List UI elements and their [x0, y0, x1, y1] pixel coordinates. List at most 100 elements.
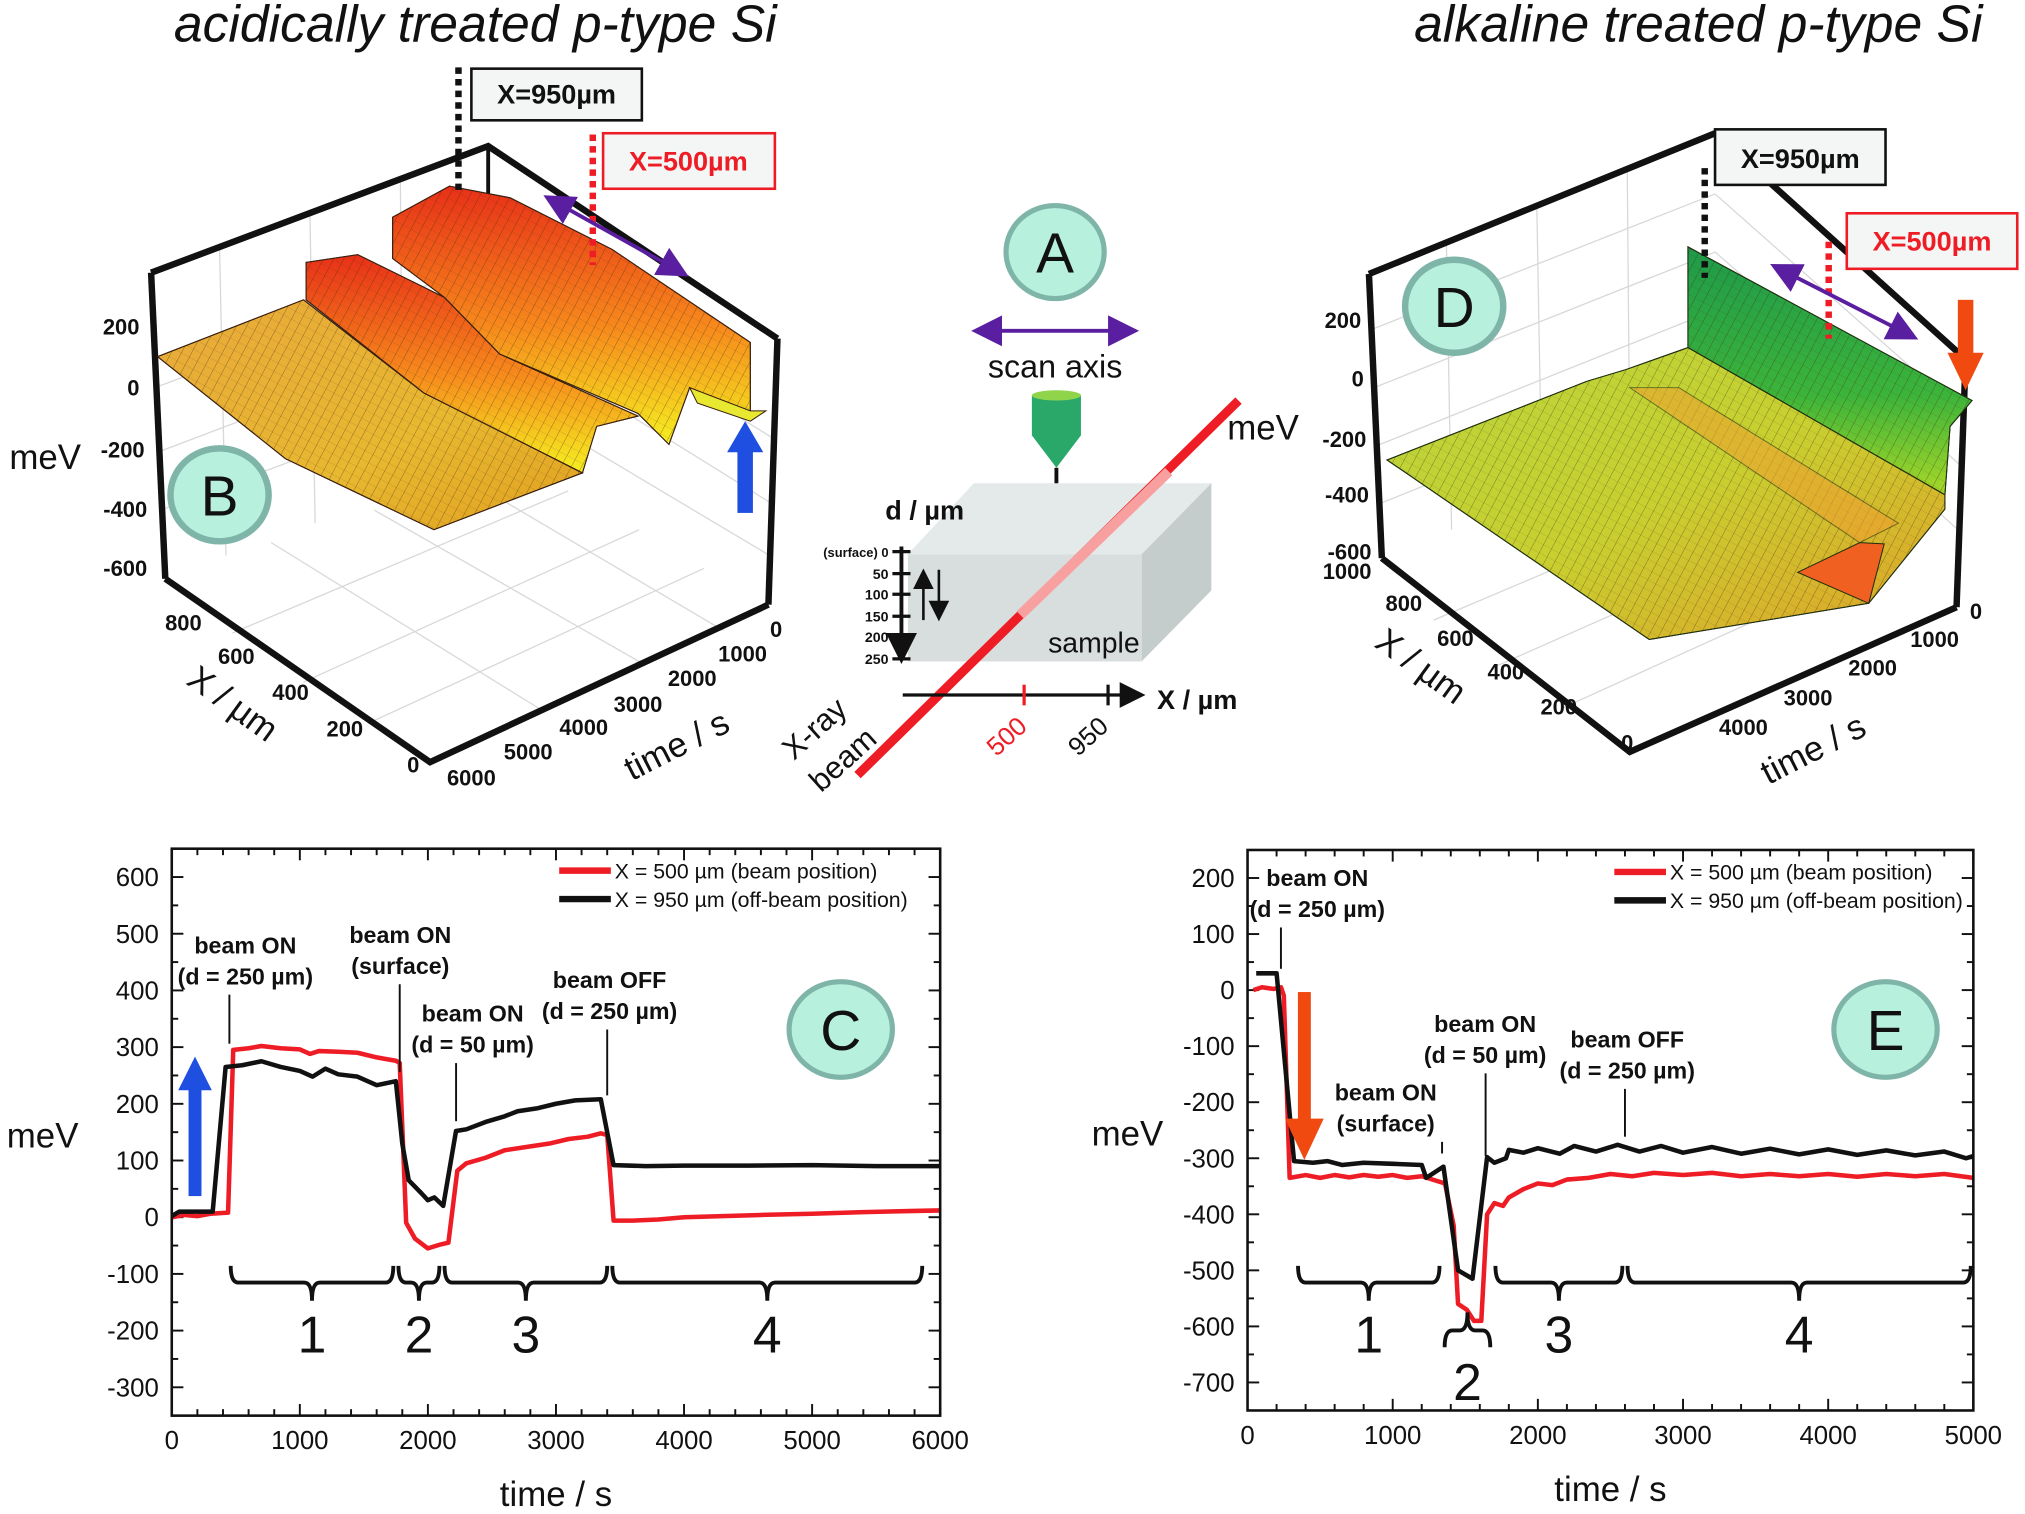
x-axis-label: X / µm	[1157, 684, 1237, 715]
phase-bracket	[442, 1265, 610, 1301]
y-tick-label: 200	[116, 1091, 159, 1119]
y-tick-label: -200	[1183, 1089, 1235, 1117]
orange-down-arrow-icon	[1947, 299, 1984, 391]
legend-entry: X = 500 µm (beam position)	[1670, 861, 1933, 885]
time-tick-label: 1000	[1910, 627, 1959, 652]
sample-label: sample	[1048, 627, 1140, 659]
phase-label: 1	[1354, 1305, 1383, 1363]
phase-bracket	[228, 1265, 396, 1301]
x-tick-label: 400	[1488, 660, 1525, 685]
off-beam-marker-box-d	[1713, 128, 1887, 187]
x-axis-label: time / s	[500, 1475, 612, 1514]
depth-tick-label: 100	[865, 587, 889, 603]
annotation-title: beam ON	[422, 1001, 524, 1027]
off-beam-marker-label: X=950µm	[497, 79, 616, 110]
y-tick-label: -200	[107, 1318, 159, 1346]
panel-b-surface	[156, 185, 768, 531]
off-beam-marker-label-d: X=950µm	[1741, 143, 1860, 174]
phase-label: 2	[1453, 1353, 1482, 1411]
x-tick-label: 3000	[1654, 1422, 1711, 1450]
series-line-off-beam	[1256, 971, 1974, 1282]
panel-b-x-label: X / µm	[180, 658, 285, 749]
depth-ticks: (surface) 0 50 100 150 200 250	[823, 545, 911, 668]
time-tick-label: 2000	[1848, 656, 1897, 681]
y-tick-label: -600	[1183, 1313, 1235, 1341]
annotation-detail: (d = 50 µm)	[411, 1032, 534, 1058]
svg-text:A: A	[1036, 223, 1074, 286]
depth-tick-label: 50	[873, 567, 889, 583]
x-tick-label: 1000	[1364, 1422, 1421, 1450]
z-tick-label: -200	[1322, 427, 1366, 452]
panel-d-box-floor	[1379, 555, 1958, 756]
blue-up-arrow-icon	[178, 1056, 212, 1197]
annotation-detail: (d = 50 µm)	[1424, 1042, 1547, 1068]
panel-b-z-label: meV	[9, 438, 81, 477]
time-tick-label: 5000	[504, 740, 553, 765]
y-tick-label: -400	[1183, 1201, 1235, 1229]
z-tick-label: 1000	[1323, 559, 1372, 584]
annotation-detail: (d = 250 µm)	[1560, 1058, 1695, 1084]
phase-bracket	[1493, 1265, 1625, 1301]
panel-b-box-left	[147, 272, 169, 579]
legend-entry: X = 950 µm (off-beam position)	[615, 888, 908, 912]
chart-e: 0 1000 2000 3000 4000 5000-700-600-500-400-30…	[1092, 848, 2002, 1509]
panel-b-ticks: 2000-200-400-600800600400200001000200030…	[101, 315, 783, 791]
x-tick-label: 0	[1240, 1422, 1254, 1450]
panel-d-box-left	[1365, 273, 1386, 559]
phase-label: 4	[753, 1305, 782, 1363]
scan-direction-arrow-d	[1770, 264, 1919, 340]
x-tick-label: 200	[327, 716, 364, 741]
phase-label: 3	[512, 1305, 541, 1363]
panel-e-label: E	[1831, 979, 1940, 1080]
z-tick-label: -400	[103, 497, 147, 522]
series-line-off-beam	[170, 1059, 941, 1219]
chart-c: 0 1000 2000 3000 4000 5000 6000 -300 -200 -100 0 10…	[7, 847, 969, 1514]
off-beam-marker-box	[470, 67, 644, 122]
y-tick-label: 100	[1192, 921, 1235, 949]
y-axis-label: meV	[7, 1117, 79, 1156]
annotation-title: beam ON	[349, 922, 451, 948]
phase-label: 1	[298, 1305, 327, 1363]
beam-marker-box-d	[1845, 212, 2019, 271]
annotation-detail: (d = 250 µm)	[542, 998, 677, 1024]
time-tick-label: 6000	[447, 765, 496, 790]
annotation-detail: (d = 250 µm)	[178, 963, 313, 989]
x-ray-beam-inside	[1016, 467, 1173, 619]
time-tick-label: 0	[770, 617, 782, 642]
x-tick-label: 600	[218, 644, 255, 669]
annotation-title: beam ON	[1266, 865, 1368, 891]
x-tick-label: 800	[165, 610, 202, 635]
phase-bracket	[610, 1265, 925, 1301]
x-tick-label: 400	[272, 680, 309, 705]
x-tick-label: 0	[1621, 731, 1633, 756]
legend-entry: X = 500 µm (beam position)	[615, 859, 878, 883]
z-tick-label: -600	[1328, 539, 1372, 564]
phase-label: 4	[1785, 1305, 1814, 1363]
probe-tip-icon	[1031, 390, 1081, 512]
phase-bracket	[396, 1265, 442, 1301]
x-tick-label: 5000	[1945, 1422, 2002, 1450]
y-axis-label: meV	[1092, 1115, 1164, 1154]
annotation-title: beam OFF	[553, 967, 667, 993]
panel-b-3d-surface: X=950µm X=500µm B meV X / µm time / s 20…	[9, 67, 782, 790]
legend-entry: X = 950 µm (off-beam position)	[1670, 889, 1963, 913]
time-tick-label: 4000	[1719, 715, 1768, 740]
phase-bracket	[1625, 1265, 1973, 1301]
y-tick-label: 600	[116, 864, 159, 892]
series-line-beam	[1252, 985, 1974, 1324]
time-tick-label: 3000	[614, 692, 663, 717]
x-tick-label: 2000	[399, 1427, 456, 1455]
x-tick-label: 5000	[783, 1427, 840, 1455]
y-tick-label: -100	[107, 1261, 159, 1289]
y-tick-label: 200	[1192, 865, 1235, 893]
x-tick-label: 1000	[271, 1427, 328, 1455]
panel-c-label: C	[786, 979, 895, 1080]
annotation-detail: (surface)	[351, 953, 449, 979]
time-tick-label: 2000	[668, 666, 717, 691]
x-tick-label: 0	[165, 1427, 179, 1455]
plot-frame	[170, 847, 942, 1417]
panel-b-box-right	[765, 338, 781, 605]
right-title: alkaline treated p-type Si	[1414, 0, 1984, 53]
scan-direction-arrow	[543, 195, 689, 277]
y-tick-label: 500	[116, 921, 159, 949]
